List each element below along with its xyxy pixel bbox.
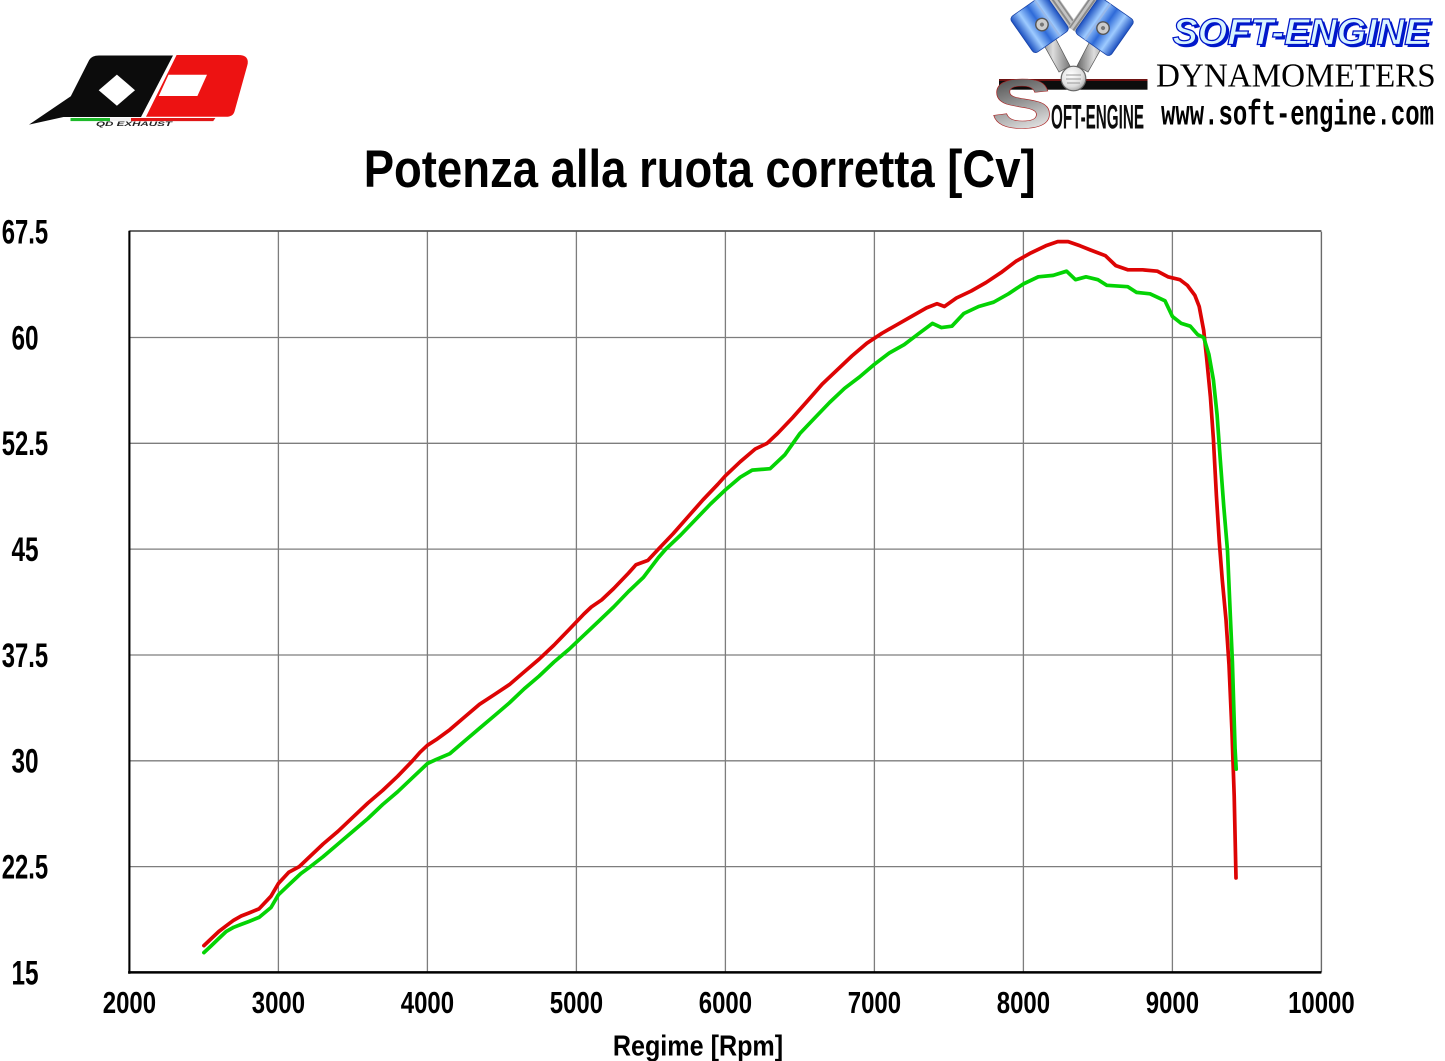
svg-text:10000: 10000 <box>1288 985 1355 1020</box>
svg-text:6000: 6000 <box>699 985 752 1020</box>
svg-text:60: 60 <box>11 319 38 357</box>
svg-text:DYNAMOMETERS: DYNAMOMETERS <box>1156 58 1436 95</box>
svg-text:QD EXHAUST: QD EXHAUST <box>96 122 175 128</box>
svg-text:15: 15 <box>11 954 38 992</box>
svg-text:22.5: 22.5 <box>2 849 48 887</box>
svg-text:3000: 3000 <box>252 985 305 1020</box>
svg-text:67.5: 67.5 <box>2 214 48 252</box>
svg-text:5000: 5000 <box>550 985 603 1020</box>
svg-text:2000: 2000 <box>103 985 156 1020</box>
svg-text:52.5: 52.5 <box>2 425 48 463</box>
svg-text:8000: 8000 <box>997 985 1050 1020</box>
svg-text:Potenza alla ruota corretta [C: Potenza alla ruota corretta [Cv] <box>364 140 1036 199</box>
svg-text:7000: 7000 <box>848 985 901 1020</box>
svg-text:30: 30 <box>11 743 38 781</box>
svg-text:SOFT-ENGINE: SOFT-ENGINE <box>1175 14 1433 55</box>
svg-text:4000: 4000 <box>401 985 454 1020</box>
svg-text:SOFT-ENGINE: SOFT-ENGINE <box>1173 11 1431 52</box>
svg-text:9000: 9000 <box>1146 985 1199 1020</box>
svg-text:S: S <box>991 65 1053 143</box>
svg-text:45: 45 <box>11 531 38 569</box>
svg-text:www.soft-engine.com: www.soft-engine.com <box>1161 96 1434 136</box>
svg-text:Regime [Rpm]: Regime [Rpm] <box>613 1030 783 1061</box>
svg-text:OFT-ENGINE: OFT-ENGINE <box>1051 99 1144 137</box>
svg-text:37.5: 37.5 <box>2 637 48 675</box>
